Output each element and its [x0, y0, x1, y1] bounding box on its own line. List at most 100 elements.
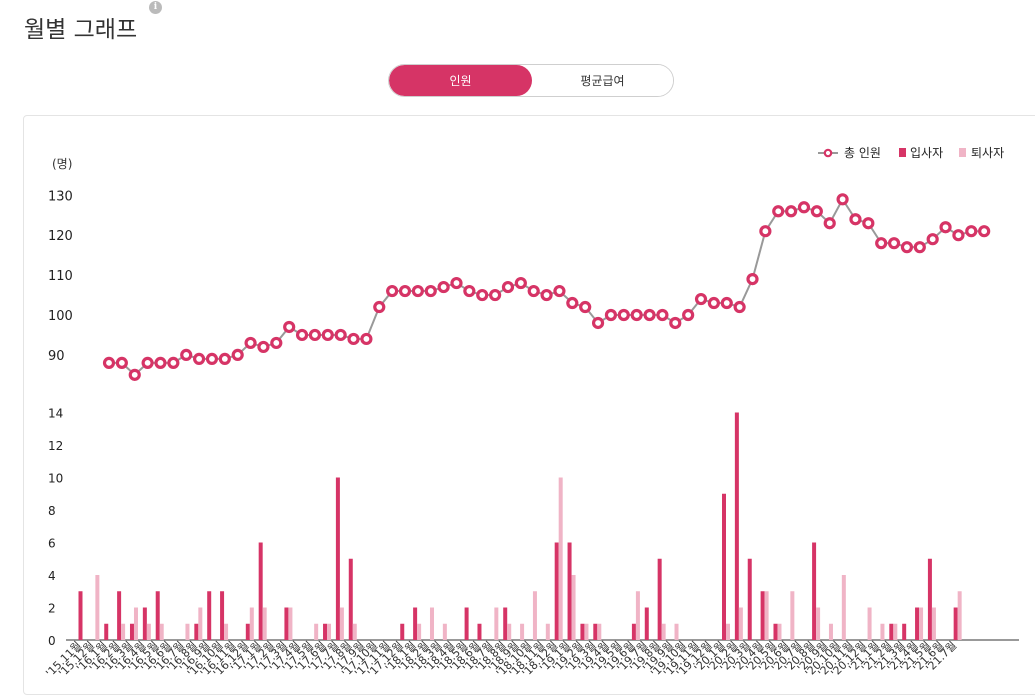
hires-bar	[657, 558, 662, 640]
total-headcount-point	[862, 217, 875, 230]
leavers-bar	[339, 607, 344, 640]
hires-bar	[78, 591, 83, 640]
total-headcount-point	[115, 356, 128, 369]
total-headcount-point	[218, 352, 231, 365]
leavers-bar	[288, 607, 293, 640]
total-headcount-point	[579, 300, 592, 314]
total-headcount-point	[501, 280, 515, 294]
total-headcount-point	[411, 284, 424, 298]
total-headcount-point	[463, 284, 476, 298]
hires-bar	[580, 623, 585, 640]
total-headcount-point	[308, 328, 322, 342]
leavers-bar	[417, 623, 422, 640]
hires-bar	[554, 542, 559, 640]
total-headcount-point	[887, 237, 901, 250]
total-headcount-point	[939, 221, 952, 234]
leavers-bar	[507, 623, 512, 640]
total-headcount-point	[669, 316, 682, 330]
hires-bar	[915, 607, 920, 640]
total-headcount-point	[231, 348, 244, 361]
total-headcount-point	[823, 217, 836, 230]
hires-bar	[207, 591, 212, 640]
total-headcount-point	[102, 356, 116, 369]
bar-axis-tick-label: 12	[48, 439, 63, 453]
total-headcount-point	[476, 288, 489, 302]
hires-bar	[220, 591, 225, 640]
total-headcount-point	[630, 308, 643, 322]
total-headcount-point	[154, 356, 167, 369]
bar-axis-tick-label: 4	[48, 569, 56, 583]
tab-average-salary[interactable]: 평균급여	[532, 65, 673, 96]
bar-axis-tick-label: 0	[48, 634, 56, 648]
hires-bar	[194, 623, 199, 640]
hires-bar	[245, 623, 250, 640]
total-headcount-point	[244, 336, 257, 350]
legend-leavers-swatch	[959, 148, 966, 157]
total-headcount-point	[656, 308, 669, 322]
leavers-bar	[159, 623, 164, 640]
leavers-bar	[133, 607, 138, 640]
hires-bar	[773, 623, 778, 640]
total-headcount-point	[682, 308, 695, 322]
leavers-bar	[777, 623, 782, 640]
hires-bar	[142, 607, 147, 640]
bar-axis-tick-label: 10	[48, 472, 63, 486]
leavers-bar	[95, 575, 100, 640]
line-axis-tick-label: 110	[48, 269, 73, 284]
leavers-bar	[494, 607, 499, 640]
total-headcount-point	[205, 352, 219, 365]
total-headcount-point	[540, 288, 553, 302]
total-headcount-point	[965, 225, 978, 238]
legend-hires-label: 입사자	[910, 146, 943, 160]
total-headcount-point	[373, 300, 386, 314]
hires-bar	[747, 558, 752, 640]
line-axis-tick-label: 90	[48, 349, 65, 364]
hires-bar	[593, 623, 598, 640]
tab-headcount[interactable]: 인원	[389, 65, 532, 96]
leavers-bar	[674, 623, 679, 640]
total-headcount-point	[913, 241, 926, 254]
total-headcount-point	[437, 280, 450, 294]
total-headcount-point	[321, 328, 334, 342]
hires-bar	[722, 493, 726, 640]
leavers-bar	[146, 623, 151, 640]
hires-bar	[129, 623, 134, 640]
total-headcount-point	[875, 237, 888, 250]
total-headcount-point	[450, 276, 463, 290]
bar-axis-tick-label: 2	[48, 602, 56, 616]
leavers-bar	[635, 591, 640, 640]
hires-bar	[927, 558, 932, 640]
hires-bar	[734, 412, 739, 640]
leavers-bar	[429, 607, 434, 640]
total-headcount-point	[283, 320, 296, 334]
hires-bar	[567, 542, 572, 640]
line-axis-tick-label: 130	[48, 189, 73, 204]
total-headcount-point	[952, 229, 965, 242]
total-headcount-point	[746, 272, 759, 286]
total-headcount-point	[295, 328, 309, 342]
total-headcount-point	[643, 308, 656, 322]
leavers-bar	[880, 623, 885, 640]
total-headcount-point	[797, 201, 811, 214]
leavers-bar	[249, 607, 254, 640]
leavers-bar	[790, 591, 795, 640]
leavers-bar	[584, 623, 589, 640]
hires-bar	[284, 607, 289, 640]
line-axis-tick-label: 120	[48, 229, 73, 244]
leavers-bar	[327, 623, 332, 640]
total-headcount-point	[334, 328, 347, 342]
info-icon[interactable]: i	[149, 1, 162, 14]
leavers-bar	[185, 623, 190, 640]
leavers-bar	[545, 623, 550, 640]
leavers-bar	[442, 623, 447, 640]
leavers-bar	[262, 607, 267, 640]
hires-bar	[889, 623, 894, 640]
hires-bar	[464, 607, 469, 640]
legend-total-swatch-marker	[823, 148, 833, 158]
y-axis-unit-label: (명)	[52, 157, 72, 171]
hires-bar	[812, 542, 817, 640]
hires-bar	[413, 607, 418, 640]
bar-axis-tick-label: 14	[48, 407, 63, 421]
total-headcount-point	[398, 284, 412, 298]
total-headcount-point	[566, 296, 579, 310]
